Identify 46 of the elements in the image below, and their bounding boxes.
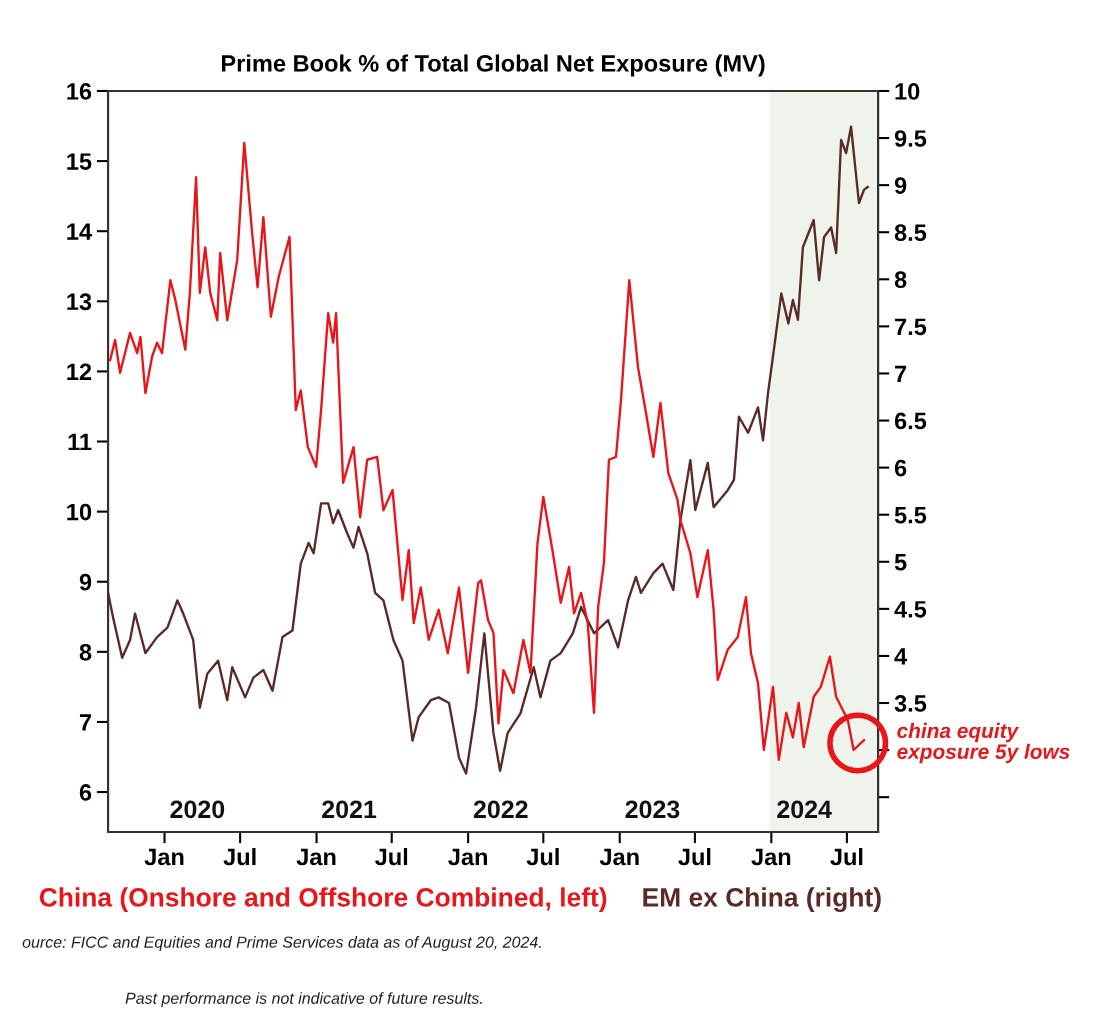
y2-tick-label: 8.5 (894, 224, 927, 242)
y-tick-label: 15 (67, 153, 92, 170)
y2-tick-label: 7.5 (895, 318, 927, 336)
annotation: 2020 (170, 800, 225, 819)
x-tick-label: Jul (223, 847, 256, 866)
x-tick-label: Jul (830, 847, 863, 866)
y2-tick-label: 9.5 (894, 130, 927, 147)
annotation: 2021 (322, 800, 377, 819)
y-tick-label: 10 (67, 503, 92, 521)
y2-tick-label: 6.5 (894, 412, 927, 430)
y2-tick-label: 3.5 (894, 695, 927, 712)
x-tick-label: Jul (526, 847, 559, 866)
y-tick-label: 6 (79, 784, 92, 801)
y-tick-label: 12 (67, 363, 92, 380)
annotation: 2024 (777, 800, 832, 819)
y-tick-label: 11 (68, 433, 92, 451)
x-tick-label: Jan (599, 848, 639, 866)
y2-tick-label: 7 (895, 365, 907, 383)
y-tick-label: 7 (79, 714, 92, 731)
y-tick-label: 16 (67, 83, 92, 100)
annotation: 2022 (473, 800, 528, 819)
text: Past performance is not indicative of future results. (125, 992, 482, 1008)
text: China (Onshore and Offshore Combined, left) (39, 887, 607, 912)
annotation: china equity exposure 5y lows (897, 722, 1070, 764)
x-tick-label: Jul (678, 847, 711, 866)
y2-tick-label: 4 (894, 648, 908, 665)
y2-tick-label: 5 (894, 554, 907, 571)
x-tick-label: Jan (751, 848, 791, 866)
x-tick-label: Jan (296, 848, 336, 866)
y-tick-label: 8 (79, 643, 92, 661)
y-tick-label: 14 (67, 223, 92, 240)
x-tick-label: Jul (375, 847, 408, 866)
x-tick-label: Jan (144, 848, 184, 866)
y2-tick-label: 4.5 (894, 601, 927, 618)
chart-title: Prime Book % of Total Global Net Exposure (MV) (221, 54, 765, 77)
text: EM ex China (right) (643, 887, 881, 912)
y-tick-label: 9 (79, 573, 92, 591)
y2-tick-label: 8 (894, 271, 907, 289)
y2-tick-label: 6 (894, 459, 907, 477)
annotation: 2023 (625, 800, 680, 819)
y2-tick-label: 10 (895, 83, 920, 100)
x-tick-label: Jan (448, 848, 488, 866)
y2-tick-label: 9 (894, 177, 907, 194)
y2-tick-label: 5.5 (894, 507, 927, 524)
y-tick-label: 13 (67, 293, 92, 311)
text: ource: FICC and Equities and Prime Services data as of August 20, 2024. (22, 936, 541, 951)
